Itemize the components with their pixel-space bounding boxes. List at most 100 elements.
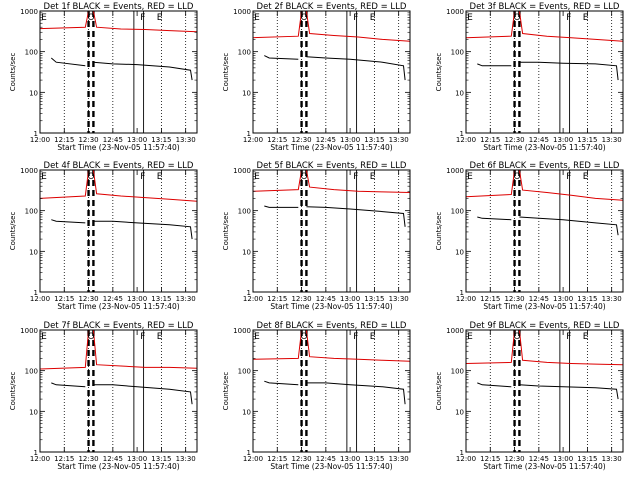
x-tick-label-8-3: 12:45	[316, 455, 336, 463]
y-axis-label-6: Counts/sec	[435, 212, 443, 251]
x-tick-label-5-1: 12:15	[267, 295, 287, 303]
annotation-9-0: E	[467, 332, 473, 342]
chart-panel-6: Det 6f BLACK = Events, RED = LLD 1 10 100 10…	[435, 161, 624, 311]
y-tick-label-7-0: 1	[34, 449, 38, 457]
annotation-3-1: O	[513, 13, 520, 23]
events-series-7	[51, 382, 193, 405]
x-tick-label-3-0: 12:00	[456, 136, 476, 144]
y-tick-label-1-2: 100	[25, 49, 38, 57]
x-tick-label-5-4: 13:00	[340, 295, 360, 303]
annotation-7-3: E	[157, 332, 163, 342]
x-tick-label-9-2: 12:30	[504, 455, 524, 463]
x-tick-label-2-1: 12:15	[267, 136, 287, 144]
x-tick-label-1-6: 13:30	[176, 136, 196, 144]
lld-series-7	[39, 329, 198, 370]
y-tick-label-2-2: 100	[238, 49, 251, 57]
annotation-1-1: O	[87, 13, 94, 23]
x-tick-label-1-5: 13:15	[151, 136, 171, 144]
chart-panel-1: Det 1f BLACK = Events, RED = LLD 1 10 100 10…	[9, 2, 198, 152]
y-tick-label-4-2: 100	[25, 208, 38, 216]
chart-title-7: Det 7f BLACK = Events, RED = LLD	[44, 321, 194, 331]
annotation-6-2: F	[566, 172, 571, 182]
lld-series-3	[465, 10, 624, 42]
lld-series-2	[252, 10, 411, 42]
x-tick-label-5-2: 12:30	[291, 295, 311, 303]
x-tick-label-6-6: 13:30	[602, 295, 622, 303]
chart-title-6: Det 6f BLACK = Events, RED = LLD	[470, 161, 620, 171]
x-tick-label-3-1: 12:15	[480, 136, 500, 144]
annotation-1-0: E	[41, 13, 47, 23]
x-tick-label-4-4: 13:00	[127, 295, 147, 303]
annotation-7-1: O	[87, 332, 94, 342]
x-axis-label-5: Start Time (23-Nov-05 11:57:40)	[270, 302, 392, 311]
chart-panel-3: Det 3f BLACK = Events, RED = LLD 1 10 100 10…	[435, 2, 624, 152]
x-tick-label-3-4: 13:00	[553, 136, 573, 144]
x-tick-label-9-6: 13:30	[602, 455, 622, 463]
y-tick-label-5-1: 10	[242, 248, 251, 256]
chart-title-2: Det 2f BLACK = Events, RED = LLD	[257, 2, 407, 12]
x-tick-label-2-6: 13:30	[389, 136, 409, 144]
x-tick-label-3-6: 13:30	[602, 136, 622, 144]
plot-frame-8	[252, 329, 411, 453]
x-axis-label-2: Start Time (23-Nov-05 11:57:40)	[270, 143, 392, 152]
annotation-1-2: F	[140, 13, 145, 23]
y-tick-label-4-0: 1	[34, 289, 38, 297]
annotation-9-2: F	[566, 332, 571, 342]
x-tick-label-9-5: 13:15	[577, 455, 597, 463]
x-tick-label-2-5: 13:15	[364, 136, 384, 144]
annotation-9-1: O	[513, 332, 520, 342]
y-tick-label-9-2: 100	[451, 368, 464, 376]
annotation-2-2: F	[353, 13, 358, 23]
y-tick-label-8-0: 1	[247, 449, 251, 457]
annotation-5-0: E	[254, 172, 260, 182]
chart-title-3: Det 3f BLACK = Events, RED = LLD	[470, 2, 620, 12]
x-tick-label-5-3: 12:45	[316, 295, 336, 303]
x-axis-label-3: Start Time (23-Nov-05 11:57:40)	[483, 143, 605, 152]
y-tick-label-6-1: 10	[455, 248, 464, 256]
plot-frame-6	[465, 169, 624, 293]
lld-series-1	[39, 10, 198, 33]
y-tick-label-7-3: 1000	[20, 327, 38, 335]
x-axis-label-7: Start Time (23-Nov-05 11:57:40)	[57, 462, 179, 471]
x-tick-label-5-6: 13:30	[389, 295, 409, 303]
chart-title-5: Det 5f BLACK = Events, RED = LLD	[257, 161, 407, 171]
chart-panel-8: Det 8f BLACK = Events, RED = LLD 1 10 100 10…	[222, 321, 411, 471]
lld-series-8	[252, 329, 411, 362]
x-tick-label-2-0: 12:00	[243, 136, 263, 144]
y-tick-label-8-1: 10	[242, 408, 251, 416]
y-tick-label-7-1: 10	[29, 408, 38, 416]
chart-title-9: Det 9f BLACK = Events, RED = LLD	[470, 321, 620, 331]
y-tick-label-6-3: 1000	[446, 167, 464, 175]
x-tick-label-7-1: 12:15	[54, 455, 74, 463]
annotation-3-3: E	[583, 13, 589, 23]
x-tick-label-1-1: 12:15	[54, 136, 74, 144]
y-tick-label-1-0: 1	[34, 130, 38, 138]
y-tick-label-2-3: 1000	[233, 8, 251, 16]
y-tick-label-5-0: 1	[247, 289, 251, 297]
x-tick-label-4-0: 12:00	[30, 295, 50, 303]
plot-frame-1	[39, 10, 198, 134]
x-tick-label-3-3: 12:45	[529, 136, 549, 144]
x-tick-label-9-1: 12:15	[480, 455, 500, 463]
annotation-4-0: E	[41, 172, 47, 182]
annotation-9-3: E	[583, 332, 589, 342]
y-tick-label-9-3: 1000	[446, 327, 464, 335]
plot-frame-7	[39, 329, 198, 453]
x-tick-label-8-6: 13:30	[389, 455, 409, 463]
x-tick-label-7-5: 13:15	[151, 455, 171, 463]
x-tick-label-6-2: 12:30	[504, 295, 524, 303]
y-axis-label-7: Counts/sec	[9, 372, 17, 411]
x-tick-label-6-4: 13:00	[553, 295, 573, 303]
events-series-6	[477, 216, 619, 236]
annotation-8-0: E	[254, 332, 260, 342]
annotation-8-2: F	[353, 332, 358, 342]
chart-title-8: Det 8f BLACK = Events, RED = LLD	[257, 321, 407, 331]
lld-series-6	[465, 169, 624, 201]
chart-panel-4: Det 4f BLACK = Events, RED = LLD 1 10 100 10…	[9, 161, 198, 311]
annotation-2-3: E	[370, 13, 376, 23]
annotation-3-0: E	[467, 13, 473, 23]
y-tick-label-3-3: 1000	[446, 8, 464, 16]
x-tick-label-7-6: 13:30	[176, 455, 196, 463]
x-tick-label-4-6: 13:30	[176, 295, 196, 303]
plot-frame-4	[39, 169, 198, 293]
